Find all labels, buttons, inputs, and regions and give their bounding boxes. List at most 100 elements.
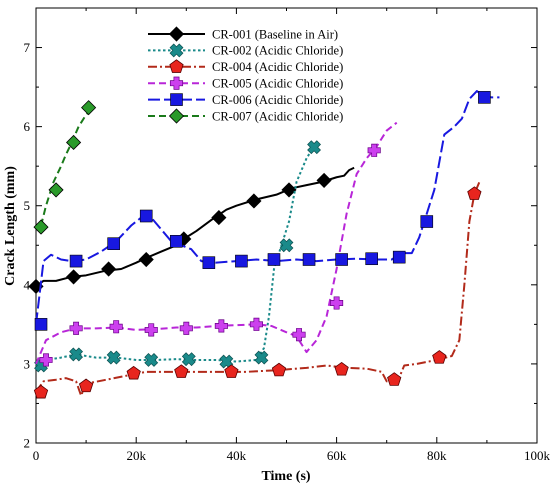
legend-item: CR-002 (Acidic Chloride) — [148, 43, 343, 58]
legend-marker — [168, 108, 185, 124]
data-point-marker — [235, 254, 248, 268]
data-point-marker — [211, 210, 227, 226]
data-point-marker — [169, 235, 183, 248]
series-layer — [28, 90, 500, 399]
legend-item: CR-004 (Acidic Chloride) — [148, 59, 343, 74]
data-point-marker — [139, 209, 153, 223]
series-line — [35, 121, 398, 365]
data-point-marker — [365, 252, 378, 266]
y-tick-label: 2 — [24, 436, 31, 451]
y-tick-label: 6 — [24, 119, 31, 134]
data-point-marker — [78, 378, 94, 393]
data-point-marker — [109, 320, 123, 334]
data-point-marker — [101, 261, 117, 277]
data-point-marker — [281, 182, 297, 198]
data-point-marker — [66, 269, 82, 285]
data-point-marker — [214, 319, 228, 333]
x-tick-label: 60k — [327, 448, 347, 463]
legend-label: CR-005 (Acidic Chloride) — [212, 77, 343, 91]
data-point-marker — [181, 352, 196, 367]
data-point-marker — [387, 372, 402, 386]
y-axis-title: Crack Length (mm) — [3, 166, 18, 286]
legend: CR-001 (Baseline in Air) CR-002 (Acidic C… — [148, 26, 343, 124]
legend-marker — [169, 76, 184, 90]
data-point-marker — [219, 354, 234, 369]
legend-label: CR-002 (Acidic Chloride) — [212, 44, 343, 58]
data-point-marker — [334, 361, 349, 376]
data-point-marker-shape — [106, 350, 121, 365]
series-line — [35, 90, 500, 325]
data-point-marker — [316, 172, 332, 188]
data-point-marker — [432, 350, 447, 364]
x-tick-label: 20k — [126, 448, 146, 463]
series-1 — [28, 166, 355, 294]
data-point-marker — [107, 237, 120, 250]
data-point-marker-shape — [181, 352, 196, 367]
data-point-marker — [144, 353, 159, 367]
legend-item: CR-007 (Acidic Chloride) — [148, 108, 343, 124]
data-point-marker — [69, 254, 83, 268]
y-tick-label: 5 — [24, 198, 31, 213]
data-point-marker-shape — [279, 238, 294, 253]
data-point-marker — [144, 323, 158, 337]
data-point-marker — [254, 350, 269, 365]
legend-marker — [170, 93, 183, 106]
series-3 — [33, 181, 482, 399]
data-point-marker — [69, 347, 84, 362]
series-5 — [34, 90, 500, 331]
data-point-marker — [302, 253, 316, 266]
x-axis-title: Time (s) — [261, 469, 310, 484]
legend-marker-shape — [169, 43, 184, 58]
data-point-marker — [33, 384, 49, 399]
data-point-marker — [202, 256, 216, 269]
series-line — [35, 181, 481, 397]
x-tick-label: 100k — [524, 448, 550, 463]
data-point-marker — [174, 364, 189, 378]
data-point-marker — [267, 253, 281, 266]
legend-marker — [169, 43, 184, 58]
data-point-marker-shape — [254, 350, 269, 365]
legend-label: CR-006 (Acidic Chloride) — [212, 93, 343, 107]
data-point-marker — [392, 250, 406, 264]
series-4 — [35, 121, 398, 367]
legend-label: CR-001 (Baseline in Air) — [212, 27, 338, 41]
y-tick-label: 7 — [24, 40, 31, 55]
series-line — [40, 106, 95, 226]
legend-item: CR-001 (Baseline in Air) — [148, 26, 338, 42]
data-point-marker — [34, 318, 48, 331]
data-point-marker — [81, 100, 97, 116]
legend-marker — [169, 59, 184, 73]
data-point-marker-shape — [144, 353, 159, 367]
data-point-marker — [367, 143, 381, 157]
data-point-marker — [138, 251, 154, 268]
y-tick-label: 4 — [24, 277, 31, 292]
x-tick-label: 40k — [227, 448, 247, 463]
y-tick-label: 3 — [24, 356, 31, 371]
data-point-marker — [330, 296, 344, 310]
data-point-marker — [478, 91, 491, 104]
data-point-marker — [307, 140, 321, 155]
x-tick-label: 80k — [427, 448, 447, 463]
data-point-marker — [66, 134, 82, 151]
data-point-marker — [106, 350, 121, 365]
series-line — [35, 166, 355, 288]
data-point-marker — [33, 219, 49, 235]
ticks-layer: 0 20k 40k 60k 80k 100k 2 3 4 5 6 7 — [24, 7, 550, 463]
data-point-marker — [179, 321, 193, 335]
data-point-marker — [271, 362, 287, 377]
data-point-marker — [335, 253, 348, 266]
x-tick-label: 0 — [33, 448, 40, 463]
data-point-marker-shape — [219, 354, 234, 369]
legend-label: CR-007 (Acidic Chloride) — [212, 109, 343, 123]
legend-item: CR-005 (Acidic Chloride) — [148, 77, 343, 91]
legend-item: CR-006 (Acidic Chloride) — [148, 93, 343, 107]
data-point-marker — [69, 321, 83, 335]
data-point-marker — [249, 317, 263, 331]
data-point-marker — [126, 365, 141, 380]
data-point-marker-shape — [307, 140, 321, 155]
data-point-marker — [420, 215, 434, 228]
legend-label: CR-004 (Acidic Chloride) — [212, 60, 343, 74]
data-point-marker — [224, 364, 239, 378]
